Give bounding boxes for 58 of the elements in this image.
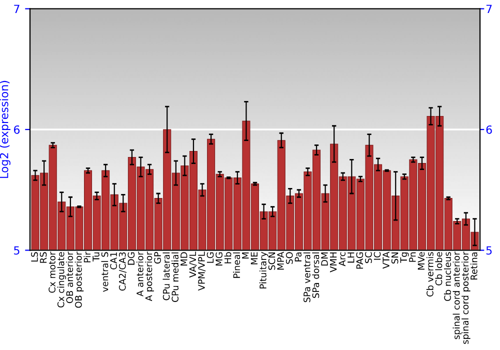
x-tick-label: Cb lobe: [435, 252, 442, 286]
x-tick-label: SPa dorsal: [312, 252, 320, 298]
x-tick-label: MVe: [418, 252, 425, 270]
x-tick-label: Pn: [409, 252, 416, 262]
x-tick-label: LS: [31, 252, 38, 262]
x-tick-label: VA/VL: [189, 252, 197, 278]
x-tick-label: SC: [365, 252, 372, 264]
x-tick-label: VPM/VPL: [198, 252, 206, 291]
x-tick-label: MD: [180, 252, 188, 266]
x-tick-label: Cb nucleus: [444, 252, 451, 301]
x-tick-label: CA1: [110, 252, 117, 270]
x-tick-label: spinal cord posterior: [462, 252, 470, 344]
x-tick-label: VMH: [330, 252, 337, 272]
y-axis-title: Log2 (expression): [0, 80, 10, 178]
x-tick-label: CA2/CA3: [118, 252, 126, 291]
x-tick-label: DM: [321, 252, 328, 266]
x-tick-label: OB posterior: [74, 252, 84, 308]
x-tick-label: LG: [206, 252, 214, 263]
x-tick-label: SCN: [268, 252, 276, 270]
x-tick-label: M: [242, 252, 249, 259]
x-tick-label: PAG: [356, 252, 364, 269]
x-tick-label: Arc: [338, 252, 346, 266]
x-tick-label: A posterior: [145, 252, 154, 302]
x-tick-label: Pir: [84, 252, 90, 262]
x-tick-label: SO: [286, 252, 293, 264]
x-tick-label: Cb vermis: [426, 252, 434, 296]
x-tick-label: RS: [40, 252, 47, 263]
x-tick-label: A anterior: [136, 252, 144, 296]
x-tick-label: DG: [128, 252, 135, 265]
x-tick-label: Pineal: [233, 252, 240, 278]
y2-tick-label: 6: [486, 125, 492, 134]
x-tick-label: spinal cord anterior: [452, 252, 462, 340]
x-tick-label: CPu lateral: [162, 252, 170, 300]
x-tick-label: SN: [391, 252, 398, 264]
x-tick-label: Pituitary: [259, 252, 268, 288]
x-tick-label: MG: [216, 252, 222, 266]
x-tick-label: MPA: [277, 252, 284, 270]
x-tick-label: Hb: [224, 252, 232, 264]
x-tick-label: IC: [374, 252, 381, 260]
x-tick-label: SPa ventral: [303, 252, 310, 302]
x-tick-label: ME: [250, 252, 258, 264]
x-tick-label: OB anterior: [66, 252, 74, 304]
y-tick-label: 7: [14, 4, 20, 13]
y2-tick-label: 5: [486, 246, 492, 255]
y-tick-label: 5: [14, 246, 20, 255]
x-tick-label: Tu: [92, 252, 100, 262]
x-tick-label: GP: [154, 252, 161, 264]
x-tick-label: Retina: [470, 252, 478, 280]
y-tick-label: 6: [14, 125, 20, 134]
x-tick-label: CPu medial: [172, 252, 179, 302]
x-tick-label: VTA: [382, 252, 390, 269]
x-tick-label: LH: [348, 252, 354, 263]
x-tick-label: Tg: [400, 252, 409, 263]
x-tick-label: Cx motor: [48, 252, 56, 293]
y2-tick-label: 7: [486, 4, 492, 13]
x-tick-label: Pa: [294, 252, 302, 262]
x-tick-label: Cx cingulate: [57, 252, 66, 308]
x-tick-label: ventral S: [101, 252, 108, 292]
